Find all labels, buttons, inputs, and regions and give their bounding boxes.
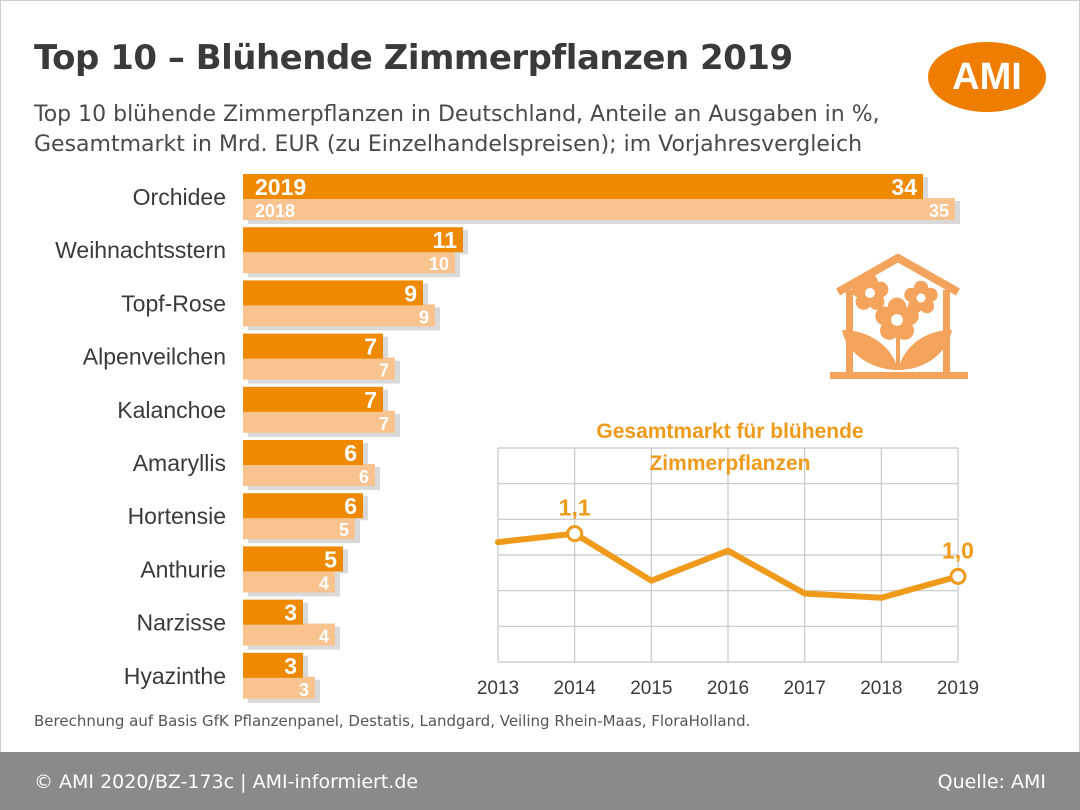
bar-2018 bbox=[243, 464, 375, 486]
value-label-2019: 34 bbox=[891, 174, 917, 200]
category-label: Orchidee bbox=[133, 184, 226, 210]
flower-center bbox=[865, 288, 875, 298]
petal bbox=[919, 298, 935, 314]
flower-middle bbox=[875, 297, 919, 340]
roof bbox=[836, 253, 960, 296]
bar-2019 bbox=[243, 440, 363, 465]
floor bbox=[830, 372, 968, 379]
data-point-marker bbox=[949, 567, 967, 585]
value-label-2018: 5 bbox=[339, 520, 349, 540]
category-label: Alpenveilchen bbox=[83, 344, 226, 370]
value-label-2018: 7 bbox=[379, 361, 389, 381]
value-label-2019: 5 bbox=[324, 546, 337, 572]
category-label: Topf-Rose bbox=[121, 290, 226, 316]
value-label-2019: 7 bbox=[364, 387, 377, 413]
chart-subtitle: Top 10 blühende Zimmerpflanzen in Deutsc… bbox=[34, 100, 880, 160]
category-label: Amaryllis bbox=[133, 450, 226, 476]
petal bbox=[923, 287, 938, 303]
category-label: Kalanchoe bbox=[117, 397, 226, 423]
series-label-2019: 2019 bbox=[255, 174, 306, 200]
bar-2018 bbox=[243, 570, 335, 593]
value-label-2019: 7 bbox=[364, 334, 377, 360]
petal bbox=[904, 287, 919, 303]
x-tick-label: 2017 bbox=[784, 678, 826, 699]
x-tick-label: 2013 bbox=[477, 678, 519, 699]
bar-2018 bbox=[243, 251, 455, 274]
petal bbox=[868, 293, 885, 310]
leaf-left bbox=[842, 330, 898, 370]
x-tick-label: 2019 bbox=[937, 678, 979, 699]
value-label-2018: 4 bbox=[319, 573, 329, 593]
value-label-2018: 9 bbox=[419, 307, 429, 327]
petal bbox=[900, 306, 919, 326]
bar-2019 bbox=[243, 386, 383, 412]
value-label-2018: 10 bbox=[429, 254, 449, 274]
value-label-2019: 3 bbox=[284, 600, 297, 626]
x-tick-label: 2016 bbox=[707, 678, 749, 699]
petal bbox=[895, 321, 915, 340]
bar-2019 bbox=[243, 546, 343, 572]
petal bbox=[851, 281, 868, 298]
petal bbox=[872, 281, 889, 298]
category-label: Hortensie bbox=[128, 503, 226, 529]
footer-bar: © AMI 2020/BZ-173c | AMI-informiert.de Q… bbox=[0, 752, 1080, 810]
line-chart-title-2: Zimmerpflanzen bbox=[649, 452, 810, 475]
bar-2019 bbox=[243, 652, 303, 678]
flower-center bbox=[891, 314, 903, 326]
flower-left bbox=[851, 274, 889, 310]
bar-2018 bbox=[243, 623, 335, 646]
bar-2018 bbox=[243, 357, 395, 380]
data-label: 1,1 bbox=[559, 495, 591, 521]
value-label-2018: 3 bbox=[299, 680, 309, 700]
flower-house-icon bbox=[830, 253, 968, 379]
bar-2019 bbox=[243, 280, 423, 306]
value-label-2019: 11 bbox=[433, 227, 458, 253]
footer-copyright: © AMI 2020/BZ-173c | AMI-informiert.de bbox=[34, 771, 419, 793]
flower-right bbox=[904, 280, 938, 314]
leaf-right bbox=[898, 330, 952, 370]
bar-2019 bbox=[243, 599, 303, 625]
data-label: 1,0 bbox=[942, 537, 974, 563]
value-label-2019: 6 bbox=[344, 493, 357, 519]
subtitle-line-2: Gesamtmarkt in Mrd. EUR (zu Einzelhandel… bbox=[34, 132, 863, 157]
line-chart-title-1: Gesamtmarkt für blühende bbox=[596, 420, 863, 443]
ami-logo: AMI bbox=[928, 42, 1046, 112]
value-label-2018: 6 bbox=[359, 467, 369, 487]
footer-source: Quelle: AMI bbox=[937, 771, 1046, 793]
flower-center bbox=[916, 293, 926, 303]
x-tick-label: 2018 bbox=[860, 678, 902, 699]
bar-2018 bbox=[243, 304, 435, 327]
source-footnote: Berechnung auf Basis GfK Pflanzenpanel, … bbox=[34, 712, 751, 730]
data-point-marker bbox=[566, 525, 584, 543]
value-label-2019: 9 bbox=[404, 280, 417, 306]
value-label-2018: 4 bbox=[319, 627, 329, 647]
chart-title: Top 10 – Blühende Zimmerpflanzen 2019 bbox=[34, 38, 793, 78]
petal bbox=[879, 321, 899, 340]
value-label-2019: 6 bbox=[344, 440, 357, 466]
bar-2019 bbox=[243, 493, 363, 519]
stem bbox=[896, 330, 900, 370]
category-label: Hyazinthe bbox=[124, 663, 226, 689]
category-label: Narzisse bbox=[137, 610, 226, 636]
bar-2019 bbox=[243, 333, 383, 359]
bar-2018 bbox=[243, 517, 355, 540]
petal bbox=[875, 306, 894, 326]
petal bbox=[855, 293, 872, 310]
category-label: Anthurie bbox=[140, 556, 226, 582]
bar-2018 bbox=[243, 198, 955, 220]
value-label-2018: 7 bbox=[379, 414, 389, 434]
value-label-2018: 35 bbox=[929, 201, 949, 221]
bar-2018 bbox=[243, 676, 315, 699]
series-label-2018: 2018 bbox=[255, 201, 295, 221]
category-label: Weihnachtsstern bbox=[55, 237, 226, 263]
bar-2018 bbox=[243, 410, 395, 433]
x-tick-label: 2015 bbox=[630, 678, 672, 699]
subtitle-line-1: Top 10 blühende Zimmerpflanzen in Deutsc… bbox=[34, 102, 880, 127]
x-tick-label: 2014 bbox=[554, 678, 597, 699]
bar-2019 bbox=[243, 227, 463, 253]
bar-2019 bbox=[243, 174, 923, 199]
value-label-2019: 3 bbox=[284, 653, 297, 679]
